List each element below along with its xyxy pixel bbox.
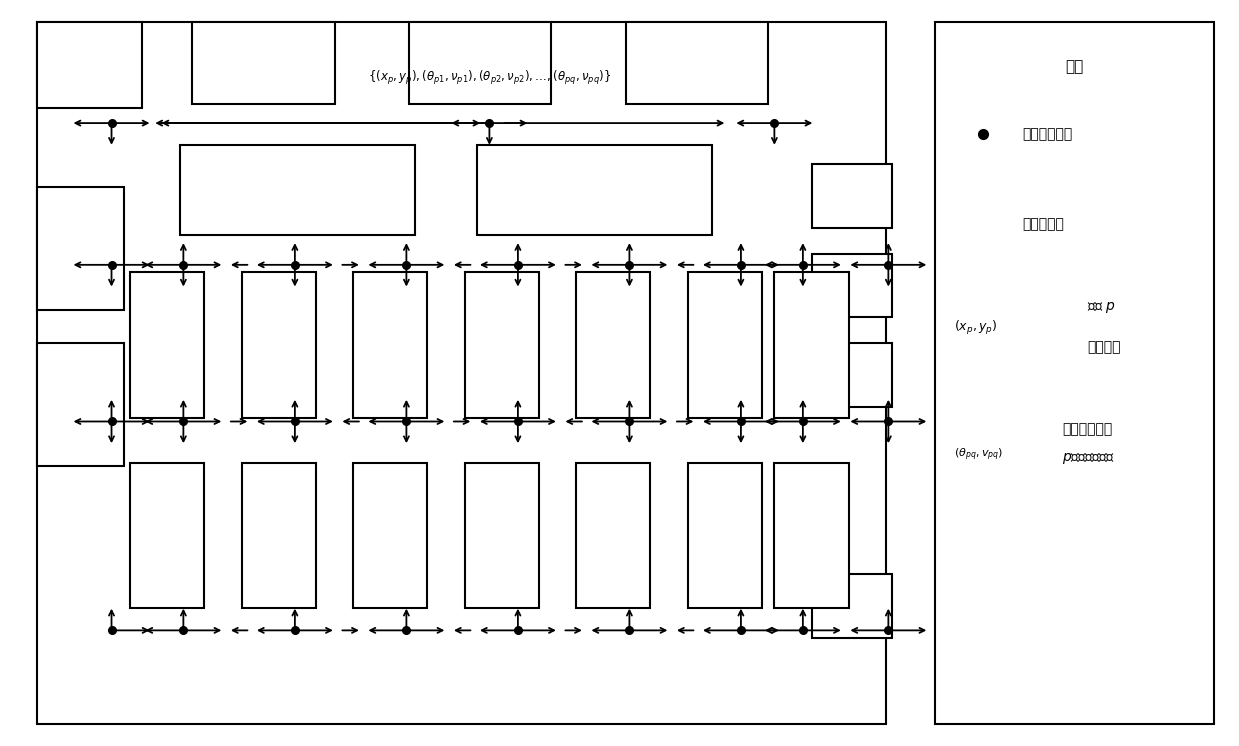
- Bar: [688, 463, 762, 608]
- Text: $p$的角度、速度: $p$的角度、速度: [1063, 451, 1115, 466]
- Bar: [626, 22, 768, 104]
- Bar: [812, 164, 892, 228]
- Bar: [192, 22, 335, 104]
- Text: 图例: 图例: [1066, 60, 1084, 75]
- Bar: [774, 272, 849, 418]
- Bar: [242, 463, 316, 608]
- Bar: [130, 272, 204, 418]
- Text: $(\theta_{pq},v_{pq})$: $(\theta_{pq},v_{pq})$: [954, 447, 1004, 463]
- Bar: [409, 22, 551, 104]
- Text: 节点 $p$: 节点 $p$: [1088, 300, 1116, 315]
- Bar: [353, 463, 427, 608]
- Text: $(x_p,y_p)$: $(x_p,y_p)$: [954, 319, 997, 337]
- Bar: [37, 186, 124, 310]
- Bar: [477, 145, 712, 235]
- Text: 路口位置节点: 路口位置节点: [1022, 128, 1073, 141]
- Bar: [935, 22, 1214, 724]
- Bar: [812, 254, 892, 317]
- Bar: [37, 343, 124, 466]
- Bar: [37, 22, 886, 724]
- Bar: [242, 272, 316, 418]
- Bar: [688, 272, 762, 418]
- Bar: [576, 272, 650, 418]
- Bar: [37, 22, 142, 108]
- Text: 购物车在节点: 购物车在节点: [1063, 422, 1113, 436]
- Bar: [465, 272, 539, 418]
- Text: 位置坐标: 位置坐标: [1088, 340, 1121, 354]
- Text: $\{(x_p,y_p),(\theta_{p1},\nu_{p1}),(\theta_{p2},\nu_{p2}),\ldots,(\theta_{pq},\: $\{(x_p,y_p),(\theta_{p1},\nu_{p1}),(\th…: [368, 69, 611, 87]
- Bar: [130, 463, 204, 608]
- Bar: [812, 574, 892, 638]
- Bar: [353, 272, 427, 418]
- Bar: [465, 463, 539, 608]
- Text: 可行进方向: 可行进方向: [1022, 217, 1064, 231]
- Bar: [576, 463, 650, 608]
- Bar: [812, 343, 892, 407]
- Bar: [180, 145, 415, 235]
- Bar: [774, 463, 849, 608]
